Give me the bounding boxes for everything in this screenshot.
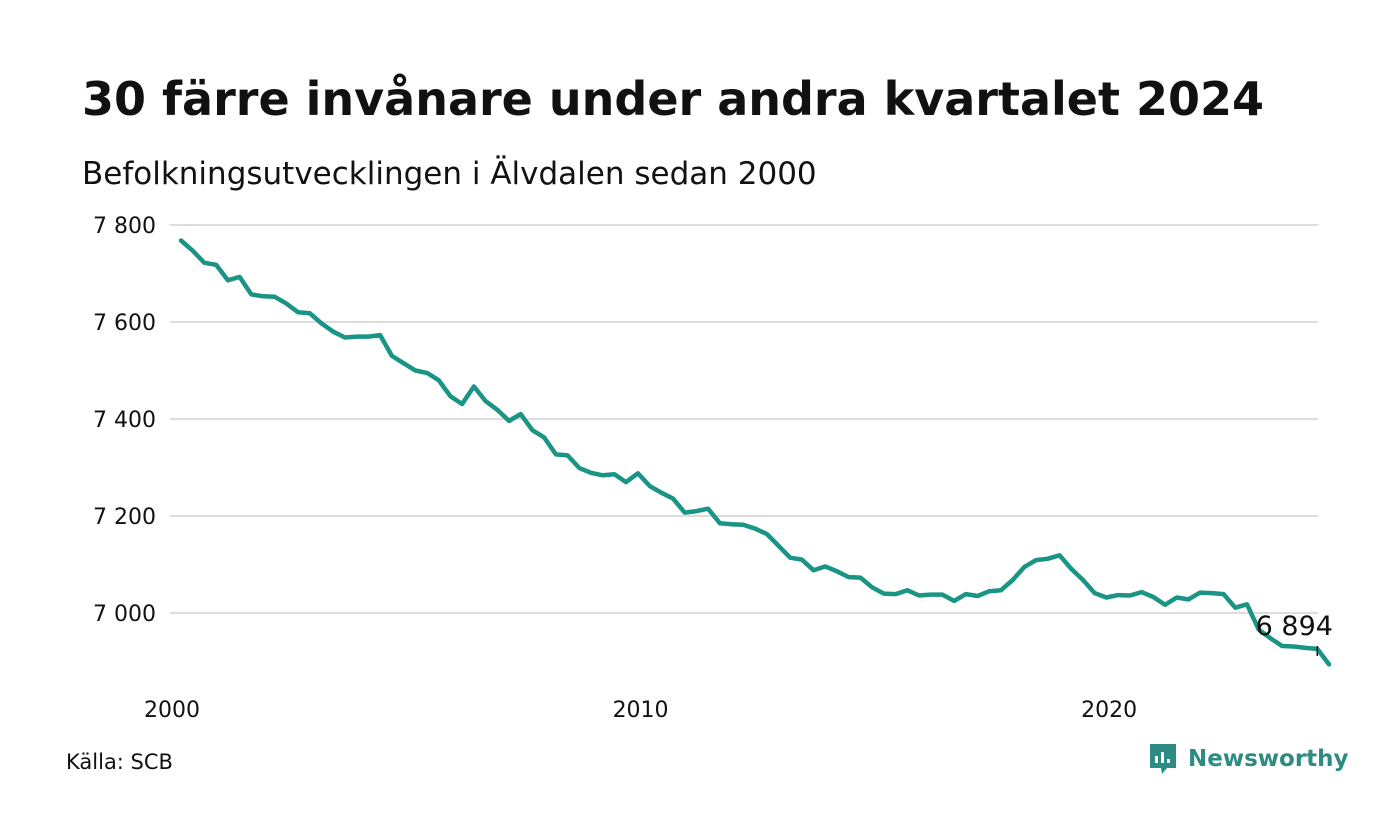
source-note: Källa: SCB — [66, 750, 173, 774]
x-tick-label: 2020 — [1081, 698, 1137, 723]
x-tick-label: 2000 — [144, 698, 200, 723]
y-tick-label: 7 000 — [93, 602, 156, 627]
y-tick-label: 7 800 — [93, 214, 156, 239]
chart-title: 30 färre invånare under andra kvartalet … — [82, 72, 1265, 126]
x-tick-label: 2010 — [613, 698, 669, 723]
chart-subtitle: Befolkningsutvecklingen i Älvdalen sedan… — [82, 156, 817, 192]
y-tick-label: 7 600 — [93, 311, 156, 336]
y-tick-label: 7 200 — [93, 505, 156, 530]
gridlines — [170, 224, 1318, 614]
last-value-label: 6 894 — [1256, 611, 1333, 642]
population-line — [178, 238, 1332, 667]
x-axis-tick-labels: 2000 2010 2020 — [144, 698, 1137, 723]
newsworthy-logo-icon — [1150, 744, 1176, 774]
y-axis-tick-labels: 7 000 7 200 7 400 7 600 7 800 — [93, 214, 156, 627]
brand-name: Newsworthy — [1188, 746, 1349, 772]
y-tick-label: 7 400 — [93, 408, 156, 433]
annotation-layer: 6 894 — [1256, 611, 1333, 656]
brand: Newsworthy — [1148, 742, 1349, 776]
series-layer — [178, 238, 1332, 667]
line-chart: 7 000 7 200 7 400 7 600 7 800 2000 2010 2020 6… — [93, 214, 1333, 723]
